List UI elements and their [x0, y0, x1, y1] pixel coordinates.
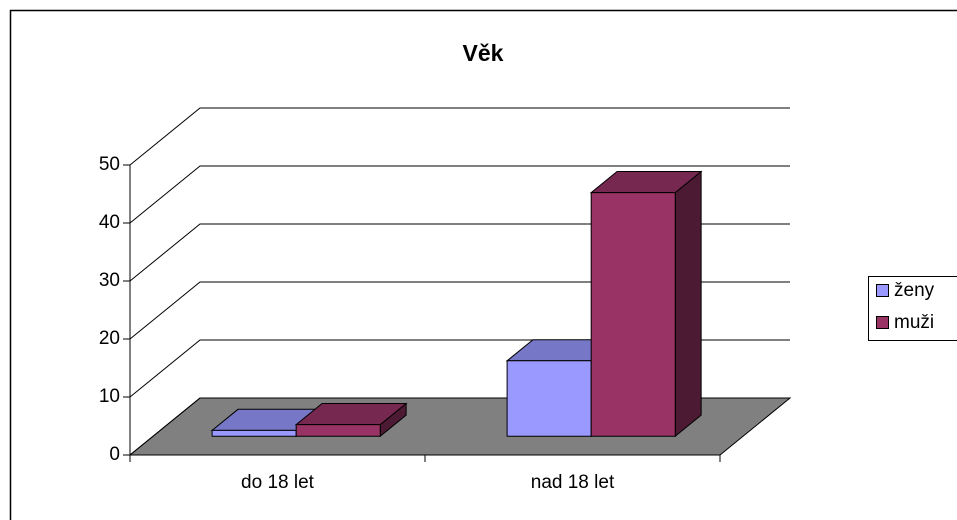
y-tick-label: 30	[99, 270, 120, 291]
legend-label: ženy	[894, 280, 935, 301]
bar	[295, 424, 381, 437]
legend-swatch	[876, 316, 889, 329]
grid-line	[129, 165, 790, 224]
bar-side	[674, 170, 702, 438]
bar	[211, 429, 297, 437]
chart-title: Věk	[463, 40, 504, 66]
grid-line	[129, 107, 790, 166]
legend-label: muži	[894, 312, 934, 333]
y-tick-label: 20	[99, 328, 120, 349]
x-tick-label: nad 18 let	[531, 472, 615, 493]
x-tick-label: do 18 let	[241, 472, 315, 493]
bar	[590, 192, 676, 437]
bar	[506, 360, 592, 437]
y-tick-label: 0	[109, 444, 120, 465]
y-tick-label: 40	[99, 212, 120, 233]
y-tick-label: 10	[99, 386, 120, 407]
y-tick-label: 50	[99, 154, 120, 175]
legend-swatch	[876, 284, 889, 297]
